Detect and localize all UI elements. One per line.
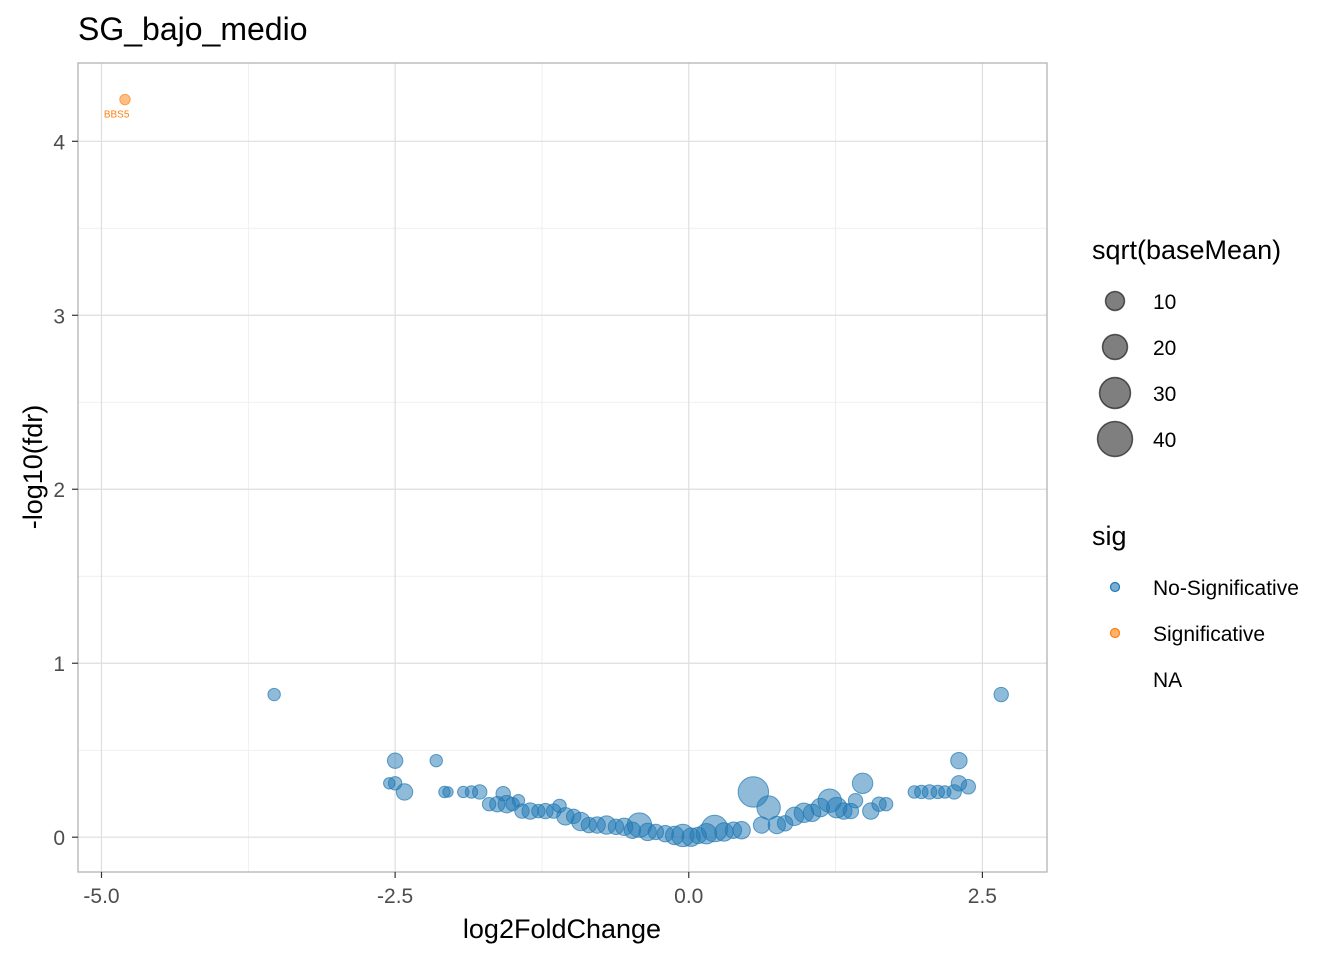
nonsignificant-point [960,779,977,795]
size-legend-title: sqrt(baseMean) [1092,235,1281,265]
nonsignificant-point [756,795,781,820]
nonsignificant-point [847,792,864,809]
y-tick-label: 1 [53,653,65,676]
nonsignificant-point [442,786,454,798]
size-legend-entries: 10 20 30 40 [1096,290,1176,458]
sig-legend-label: NA [1153,669,1182,692]
size-legend-key [1096,420,1134,458]
nonsignificant-point [386,752,404,769]
size-legend-label: 30 [1153,383,1176,406]
annotations: BBS5 [104,109,130,120]
sig-legend-entries: No-Significative Significative NA [1109,577,1299,692]
nonsignificant-point [950,751,968,770]
gene-label: BBS5 [104,109,130,120]
y-tick-label: 3 [53,305,65,328]
nonsignificant-point [993,686,1009,703]
size-legend-key [1101,333,1129,361]
plot-background [78,63,1047,872]
y-tick-label: 2 [53,479,65,502]
y-axis-label: -log10(fdr) [18,405,48,530]
major-grid [78,63,1047,872]
nonsignificant-point [851,772,874,794]
minor-grid [78,63,1047,872]
sig-legend-key [1109,627,1121,639]
x-tick-label: 2.5 [968,885,997,908]
nonsignificant-point [395,783,414,801]
sig-legend-title: sig [1092,521,1127,551]
y-axis-ticks: 0 1 2 3 4 [53,131,78,850]
nonsignificant-point [267,687,281,702]
x-tick-label: -5.0 [83,885,119,908]
nonsignificant-point [878,796,894,812]
nonsignificant-point [471,784,488,800]
x-tick-label: 0.0 [674,885,703,908]
sig-legend-key [1109,581,1121,593]
nonsignificant-point [429,753,443,768]
size-legend-label: 10 [1153,291,1176,314]
size-legend-key [1098,376,1132,410]
chart-title: SG_bajo_medio [78,11,307,47]
data-points [119,93,1009,848]
sig-legend: sig No-Significative Significative NA [1092,521,1299,692]
x-axis-ticks: -5.0 -2.5 0.0 2.5 [83,872,997,908]
x-tick-label: -2.5 [377,885,413,908]
y-tick-label: 0 [53,827,65,850]
size-legend-key [1104,290,1126,312]
y-tick-label: 4 [53,131,65,154]
sig-legend-label: No-Significative [1153,577,1299,600]
size-legend: sqrt(baseMean) 10 20 30 40 [1092,235,1281,458]
size-legend-label: 40 [1153,429,1176,452]
significant-point [119,93,131,106]
size-legend-label: 20 [1153,337,1176,360]
nonsignificant-point [732,821,751,840]
x-axis-label: log2FoldChange [463,914,661,944]
sig-legend-label: Significative [1153,623,1265,646]
plot-border [77,62,1048,873]
